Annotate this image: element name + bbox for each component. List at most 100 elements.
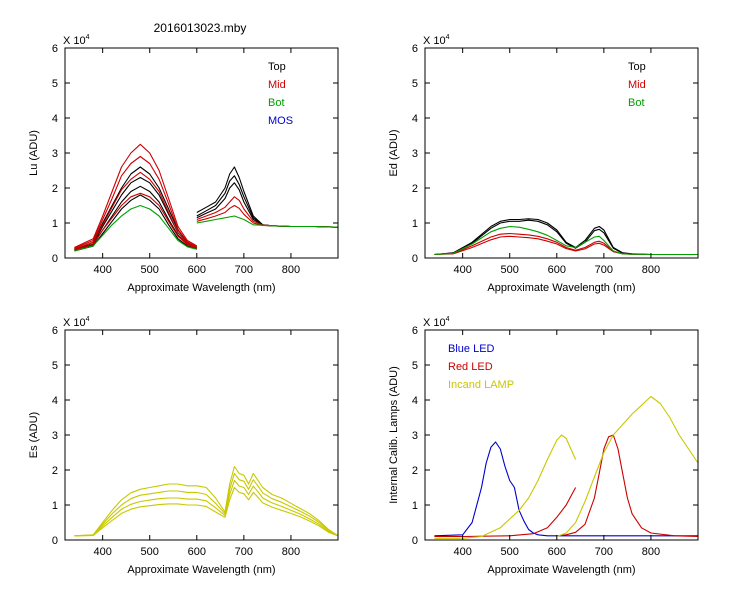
y-tick-label: 3 [52, 148, 58, 160]
x-tick-label: 800 [282, 546, 300, 558]
x-tick-label: 500 [501, 264, 519, 276]
chart-lu: 400 500 600 700 800 0 1 2 3 4 5 6 X 104 Approximate W… [28, 34, 339, 294]
x-tick-label: 500 [141, 546, 159, 558]
legend-entry-mid: Mid [628, 79, 646, 91]
series-top-line-5 [196, 166, 339, 228]
series-red-led-line-2 [556, 434, 699, 538]
legend-entry-blue-led: Blue LED [448, 343, 495, 355]
legend-entry-bot: Bot [268, 97, 285, 109]
series-red-led-line-1 [434, 487, 577, 538]
legend-entry-top: Top [628, 61, 646, 73]
x-tick-label: 700 [595, 264, 613, 276]
chart-es: 400 500 600 700 800 0 1 2 3 4 5 6 X 104 Approximate W… [28, 316, 339, 576]
y-tick-label: 5 [412, 78, 418, 90]
y-axis-label: Lu (ADU) [28, 130, 40, 176]
plot-frame [424, 47, 699, 259]
x-tick-label: 600 [188, 264, 206, 276]
y-axis-label: Internal Calib. Lamps (ADU) [388, 366, 400, 504]
x-tick-label: 800 [282, 264, 300, 276]
y-tick-label: 4 [412, 395, 418, 407]
legend: Blue LED Red LED Incand LAMP [448, 343, 514, 391]
series-top-line-4 [74, 194, 197, 252]
x-tick-label: 400 [93, 264, 111, 276]
x-tick-label: 800 [642, 264, 660, 276]
y-tick-label: 1 [412, 500, 418, 512]
x-tick-label: 400 [453, 264, 471, 276]
series-incand-lamp-line-1 [434, 434, 577, 539]
series-mid-line-1 [434, 232, 698, 256]
legend-entry-red-led: Red LED [448, 361, 493, 373]
y-multiplier-exponent: 4 [86, 34, 90, 41]
y-tick-label: 2 [412, 465, 418, 477]
y-tick-label: 0 [52, 253, 58, 265]
legend-entry-mos: MOS [268, 115, 293, 127]
x-axis-label: Approximate Wavelength (nm) [127, 564, 275, 576]
y-tick-label: 6 [412, 325, 418, 337]
y-axis-label: Es (ADU) [28, 412, 40, 458]
y-tick-label: 6 [52, 43, 58, 55]
legend: Top Mid Bot MOS [268, 61, 293, 127]
figure-title: 2016013023.mby [154, 21, 247, 35]
series-mid-line-4 [74, 192, 197, 251]
y-tick-label: 6 [412, 43, 418, 55]
x-axis-label: Approximate Wavelength (nm) [487, 282, 635, 294]
x-tick-label: 700 [235, 264, 253, 276]
y-multiplier-exponent: 4 [446, 34, 450, 41]
y-tick-label: 1 [412, 218, 418, 230]
x-tick-label: 600 [548, 264, 566, 276]
y-tick-label: 0 [52, 535, 58, 547]
x-tick-label: 400 [453, 546, 471, 558]
series-mid-line-3 [74, 171, 198, 250]
x-tick-label: 600 [548, 546, 566, 558]
y-tick-label: 1 [52, 500, 58, 512]
x-tick-label: 800 [642, 546, 660, 558]
plot-frame [64, 329, 339, 541]
legend-entry-incand-lamp: Incand LAMP [448, 379, 514, 391]
legend-entry-mid: Mid [268, 79, 286, 91]
x-axis-label: Approximate Wavelength (nm) [487, 564, 635, 576]
series-mid-line-1 [74, 143, 198, 248]
series-top-line-2 [434, 219, 698, 256]
series-bot-line-1 [434, 225, 698, 256]
y-tick-label: 0 [412, 535, 418, 547]
x-tick-label: 500 [501, 546, 519, 558]
y-tick-label: 5 [412, 360, 418, 372]
x-tick-label: 700 [235, 546, 253, 558]
series-mid-line-2 [74, 155, 198, 249]
y-tick-label: 5 [52, 360, 58, 372]
y-multiplier: X 104 [63, 34, 90, 47]
y-tick-label: 0 [412, 253, 418, 265]
y-tick-label: 3 [52, 430, 58, 442]
x-tick-label: 700 [595, 546, 613, 558]
y-multiplier: X 104 [423, 316, 450, 329]
y-multiplier: X 104 [63, 316, 90, 329]
y-tick-label: 2 [52, 183, 58, 195]
y-tick-label: 2 [52, 465, 58, 477]
series-blue-led-line-1 [434, 441, 698, 537]
y-tick-label: 6 [52, 325, 58, 337]
series-bot-line-1 [74, 204, 197, 252]
x-axis-label: Approximate Wavelength (nm) [127, 282, 275, 294]
series-es-line-1 [74, 465, 339, 537]
series-mid-line-5 [196, 196, 339, 228]
y-tick-label: 4 [52, 113, 58, 125]
x-tick-label: 600 [188, 546, 206, 558]
y-tick-label: 3 [412, 430, 418, 442]
y-multiplier: X 104 [423, 34, 450, 47]
y-tick-label: 4 [412, 113, 418, 125]
y-multiplier-exponent: 4 [86, 316, 90, 323]
series-incand-lamp-line-2 [556, 395, 699, 538]
x-tick-label: 500 [141, 264, 159, 276]
legend: Top Mid Bot [628, 61, 646, 109]
y-tick-label: 1 [52, 218, 58, 230]
x-tick-label: 400 [93, 546, 111, 558]
y-tick-label: 4 [52, 395, 58, 407]
legend-entry-top: Top [268, 61, 286, 73]
series-top-line-7 [196, 182, 339, 228]
legend-entry-bot: Bot [628, 97, 645, 109]
series-mid-line-6 [196, 204, 339, 228]
y-tick-label: 3 [412, 148, 418, 160]
series-bot-line-2 [196, 215, 339, 228]
series-es-line-3 [74, 479, 339, 537]
